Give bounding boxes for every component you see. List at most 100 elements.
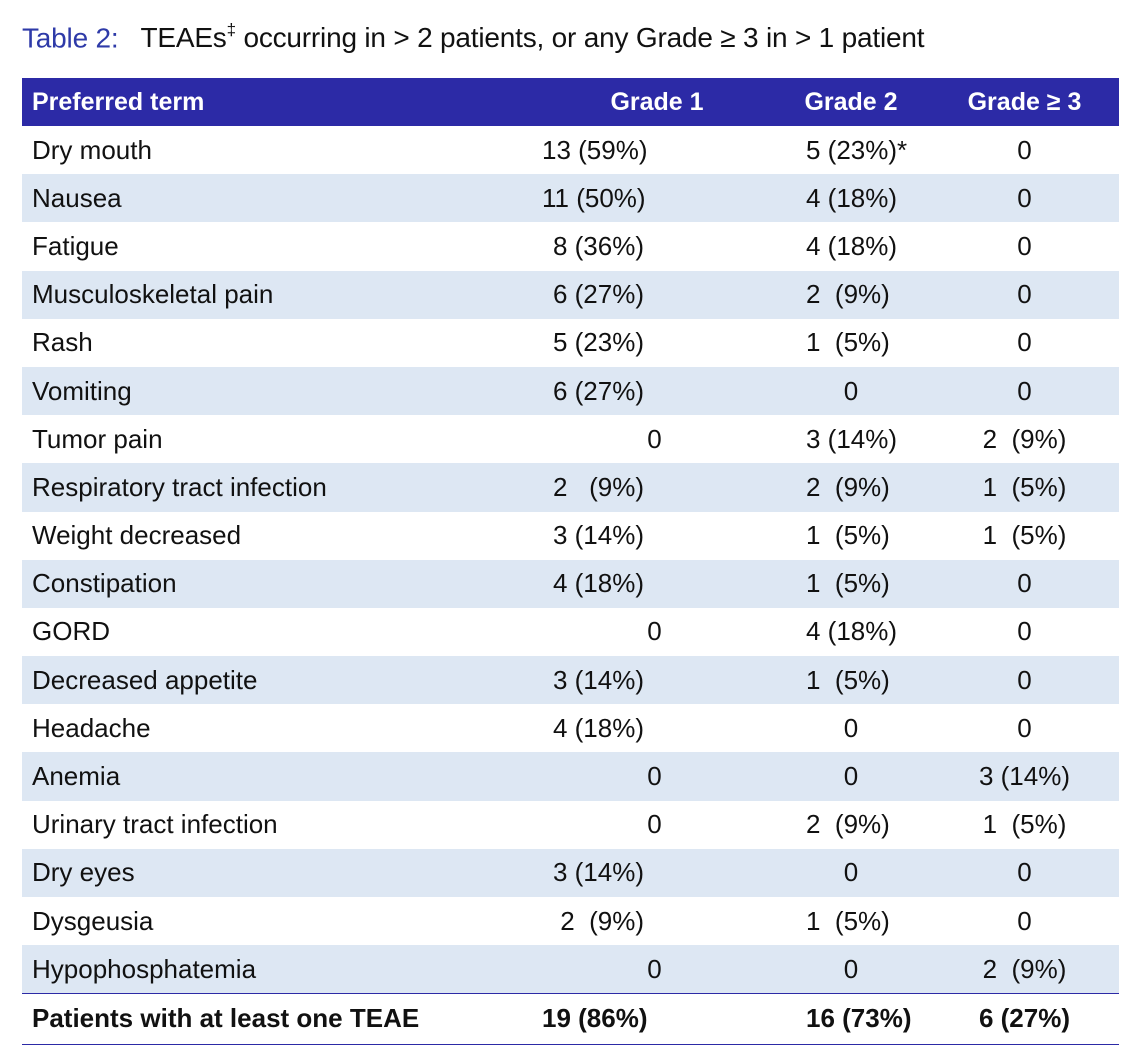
- grade-1-cell: 3 (14%): [552, 520, 644, 551]
- table-row: Vomiting 6 (27%) 0 0: [22, 366, 1119, 416]
- term-cell: Headache: [32, 712, 151, 743]
- term-cell: Nausea: [32, 182, 122, 213]
- caption-footnote-mark: ‡: [226, 20, 236, 39]
- grade-2-cell: 0: [843, 761, 859, 792]
- term-cell: Constipation: [32, 568, 177, 599]
- grade-2-cell: 0: [843, 712, 859, 743]
- table-caption: TEAEs‡ occurring in > 2 patients, or any…: [140, 20, 924, 54]
- grade-3-plus-cell: 1 (5%): [982, 471, 1067, 502]
- grade-1-cell: 2 (9%): [552, 471, 644, 502]
- grade-3-plus-cell: 0: [1017, 279, 1032, 310]
- table-row: Headache 4 (18%) 0 0: [22, 704, 1119, 752]
- total-grade-2: 16 (73%): [806, 1003, 912, 1034]
- grade-1-cell: 8 (36%): [552, 230, 644, 261]
- table-row: Tumor pain 0 3 (14%) 2 (9%): [22, 415, 1119, 463]
- grade-2-cell: 4 (18%): [806, 182, 898, 213]
- grade-1-cell: 6 (27%): [552, 279, 644, 310]
- grade-3-plus-cell: 1 (5%): [982, 520, 1067, 551]
- column-header-grade-1: Grade 1: [610, 87, 704, 116]
- term-cell: Urinary tract infection: [32, 809, 278, 840]
- table-row: Anemia 0 0 3 (14%): [22, 752, 1119, 801]
- grade-3-plus-cell: 0: [1017, 375, 1032, 406]
- grade-2-cell: 1 (5%): [806, 905, 890, 936]
- grade-1-cell: 6 (27%): [552, 375, 644, 406]
- table-number-label: Table 2:: [22, 22, 119, 54]
- term-cell: Respiratory tract infection: [32, 471, 327, 502]
- grade-3-plus-cell: 3 (14%): [978, 761, 1071, 792]
- table-row: Respiratory tract infection 2 (9%) 2 (9%) 1…: [22, 463, 1119, 512]
- grade-1-cell: 0: [647, 616, 662, 647]
- term-cell: Vomiting: [32, 375, 132, 406]
- term-cell: Dry eyes: [32, 857, 135, 888]
- term-cell: Decreased appetite: [32, 664, 258, 695]
- grade-2-cell: 5 (23%)*: [806, 134, 908, 165]
- table-body: Dry mouth 13 (59%) 5 (23%)* 0 Nausea 11 (50%)…: [22, 126, 1119, 1045]
- table-row: Musculoskeletal pain 6 (27%) 2 (9%) 0: [22, 270, 1119, 319]
- term-cell: Hypophosphatemia: [32, 953, 257, 984]
- term-cell: Tumor pain: [32, 423, 163, 454]
- teae-table: Preferred term Grade 1 Grade 2 Grade ≥ 3…: [22, 78, 1119, 1045]
- grade-2-cell: 4 (18%): [806, 616, 898, 647]
- caption-main: TEAEs: [140, 22, 227, 54]
- term-cell: Musculoskeletal pain: [32, 279, 274, 310]
- grade-1-cell: 3 (14%): [552, 664, 644, 695]
- table-row: Urinary tract infection 0 2 (9%) 1 (5%): [22, 801, 1119, 849]
- grade-1-cell: 4 (18%): [552, 568, 644, 599]
- grade-1-cell: 3 (14%): [552, 857, 644, 888]
- grade-3-plus-cell: 2 (9%): [982, 423, 1067, 454]
- table-row: Fatigue 8 (36%) 4 (18%) 0: [22, 222, 1119, 270]
- column-header-grade-3-plus: Grade ≥ 3: [967, 87, 1082, 116]
- table-title: Table 2: TEAEs‡ occurring in > 2 patients…: [22, 20, 924, 54]
- grade-1-cell: 0: [647, 423, 662, 454]
- table-row: Dry mouth 13 (59%) 5 (23%)* 0: [22, 126, 1119, 174]
- term-cell: Fatigue: [32, 230, 119, 261]
- table-row: Dysgeusia 2 (9%) 1 (5%) 0: [22, 897, 1119, 945]
- grade-3-plus-cell: 0: [1017, 568, 1032, 599]
- grade-1-cell: 4 (18%): [552, 712, 644, 743]
- table-row: Dry eyes 3 (14%) 0 0: [22, 848, 1119, 897]
- grade-3-plus-cell: 2 (9%): [982, 953, 1067, 984]
- grade-2-cell: 1 (5%): [806, 520, 890, 551]
- grade-1-cell: 0: [647, 953, 662, 984]
- grade-3-plus-cell: 0: [1017, 327, 1032, 358]
- total-grade-3-plus: 6 (27%): [978, 1003, 1071, 1034]
- grade-2-cell: 1 (5%): [806, 664, 890, 695]
- term-cell: Dry mouth: [32, 134, 152, 165]
- table-row: Rash 5 (23%) 1 (5%) 0: [22, 319, 1119, 367]
- grade-2-cell: 2 (9%): [806, 809, 890, 840]
- grade-3-plus-cell: 1 (5%): [982, 809, 1067, 840]
- grade-1-cell: 0: [647, 809, 662, 840]
- grade-1-cell: 0: [647, 761, 662, 792]
- grade-3-plus-cell: 0: [1017, 182, 1032, 213]
- term-cell: GORD: [32, 616, 110, 647]
- grade-2-cell: 2 (9%): [806, 279, 890, 310]
- grade-3-plus-cell: 0: [1017, 230, 1032, 261]
- grade-2-cell: 1 (5%): [806, 327, 890, 358]
- total-row-label: Patients with at least one TEAE: [32, 1003, 420, 1034]
- grade-2-cell: 0: [843, 857, 859, 888]
- grade-2-cell: 3 (14%): [806, 423, 898, 454]
- column-header-grade-2: Grade 2: [804, 87, 898, 116]
- grade-1-cell: 13 (59%): [542, 134, 648, 165]
- column-header-preferred-term: Preferred term: [32, 87, 205, 116]
- table-row: Hypophosphatemia 0 0 2 (9%): [22, 945, 1119, 994]
- grade-3-plus-cell: 0: [1017, 712, 1032, 743]
- term-cell: Weight decreased: [32, 520, 242, 551]
- grade-1-cell: 2 (9%): [560, 905, 644, 936]
- grade-2-cell: 2 (9%): [806, 471, 890, 502]
- grade-2-cell: 0: [843, 953, 859, 984]
- total-grade-1: 19 (86%): [542, 1003, 648, 1034]
- table-row: Nausea 11 (50%) 4 (18%) 0: [22, 174, 1119, 223]
- term-cell: Anemia: [32, 761, 121, 792]
- grade-3-plus-cell: 0: [1017, 616, 1032, 647]
- grade-2-cell: 4 (18%): [806, 230, 898, 261]
- grade-1-cell: 11 (50%): [542, 182, 646, 213]
- grade-2-cell: 0: [843, 375, 859, 406]
- grade-3-plus-cell: 0: [1017, 664, 1032, 695]
- term-cell: Rash: [32, 327, 93, 358]
- grade-2-cell: 1 (5%): [806, 568, 890, 599]
- table-row: Weight decreased 3 (14%) 1 (5%) 1 (5%): [22, 512, 1119, 560]
- term-cell: Dysgeusia: [32, 905, 154, 936]
- grade-1-cell: 5 (23%): [552, 327, 644, 358]
- grade-3-plus-cell: 0: [1017, 134, 1032, 165]
